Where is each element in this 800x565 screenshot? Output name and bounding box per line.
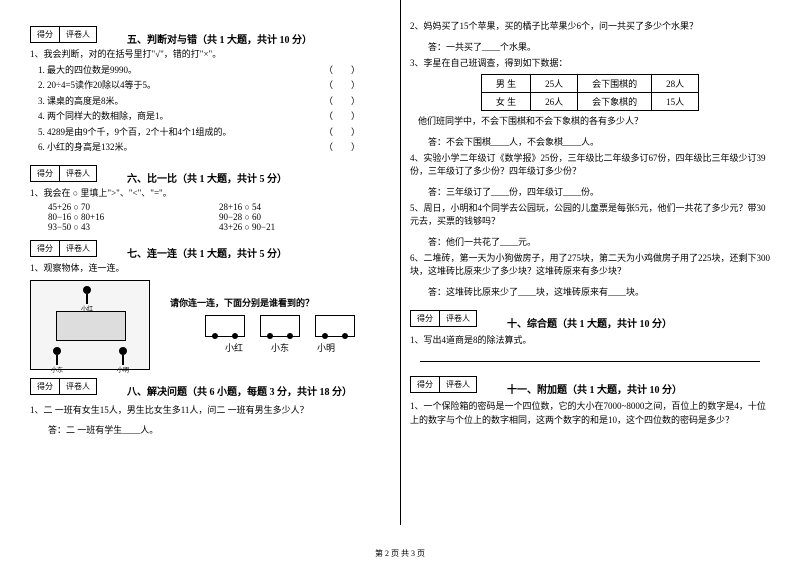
right-column: 2、妈妈买了15个苹果，买的橘子比苹果少6个，问一共买了多少个水果？ 答：一共买… (410, 18, 770, 440)
table-row: 男 生 25人 会下围棋的 28人 (481, 75, 698, 93)
sec5-item: 2. 20÷4=5读作20除以4等于5。（ ） (38, 79, 390, 93)
paren: （ ） (324, 126, 360, 140)
sec5-item: 3. 课桌的高度是8米。（ ） (38, 95, 390, 109)
section-8-title: 八、解决问题（共 6 小题，每题 3 分，共计 18 分） (127, 383, 352, 398)
paren: （ ） (324, 141, 360, 155)
person-left: 小东 (51, 347, 63, 367)
q3b: 他们班同学中，不会下围棋和不会下象棋的各有多少人？ (410, 115, 770, 129)
sec11-q: 1、一个保险箱的密码是一个四位数，它的大小在7000~8000之间，百位上的数字… (410, 400, 770, 427)
q2: 2、妈妈买了15个苹果，买的橘子比苹果少6个，问一共买了多少个水果？ (410, 20, 770, 34)
q3: 3、李星在自己班调查，得到如下数据： (410, 57, 770, 71)
bus-icon (56, 311, 126, 341)
section-5-title: 五、判断对与错（共 1 大题，共计 10 分） (127, 31, 312, 46)
paren: （ ） (324, 79, 360, 93)
bus-view-icon (315, 315, 355, 337)
section-7-title: 七、连一连（共 1 大题，共计 5 分） (127, 245, 287, 260)
bus-area: 小红 小东 小明 请你连一连，下面分别是谁看到的？ 小红 小东 小明 (30, 280, 390, 370)
score-label: 得分 (31, 27, 60, 42)
score-box-7: 得分 评卷人 (30, 240, 97, 257)
paren: （ ） (324, 95, 360, 109)
bus-scene: 小红 小东 小明 (30, 280, 150, 370)
q6: 6、二堆砖，第一天为小狗做房子，用了275块，第二天为小鸡做房子用了225块，还… (410, 252, 770, 279)
bus-names: 小红 小东 小明 (170, 341, 390, 354)
a3: 答：不会下围棋____人，不会象棋____人。 (410, 135, 770, 148)
score-box-6: 得分 评卷人 (30, 165, 97, 182)
reviewer-label: 评卷人 (60, 27, 96, 42)
section-6-title: 六、比一比（共 1 大题，共计 5 分） (127, 170, 287, 185)
a5: 答：他们一共花了____元。 (410, 235, 770, 248)
score-box-8: 得分 评卷人 (30, 378, 97, 395)
bus-views: 请你连一连，下面分别是谁看到的？ 小红 小东 小明 (170, 296, 390, 354)
q4: 4、实验小学二年级订《数学报》25份，三年级比二年级多订67份，四年级比三年级少… (410, 152, 770, 179)
answer-line (420, 361, 760, 362)
a4: 答：三年级订了____份，四年级订____份。 (410, 185, 770, 198)
sec5-item: 6. 小红的身高是132米。（ ） (38, 141, 390, 155)
sec5-item: 5. 4289是由9个千，9个百，2个十和4个1组成的。（ ） (38, 126, 390, 140)
score-box-11: 得分 评卷人 (410, 376, 477, 393)
a2: 答：一共买了____个水果。 (410, 40, 770, 53)
bus-view-icon (205, 315, 245, 337)
table-row: 女 生 26人 会下象棋的 15人 (481, 93, 698, 111)
section-10-title: 十、综合题（共 1 大题，共计 10 分） (507, 315, 672, 330)
bus-view-icon (260, 315, 300, 337)
score-box-5: 得分 评卷人 (30, 26, 97, 43)
column-divider (400, 0, 401, 525)
sec8-q1: 1、二 一班有女生15人，男生比女生多11人，问二 一班有男生多少人？ (30, 404, 390, 418)
sec10-q: 1、写出4道商是8的除法算式。 (410, 334, 770, 348)
sec5-item: 1. 最大的四位数是9990。（ ） (38, 64, 390, 78)
compare-row: 80−16 ○ 80+1690−28 ○ 60 (30, 212, 390, 222)
left-column: 得分 评卷人 五、判断对与错（共 1 大题，共计 10 分） 1、我会判断，对的… (30, 18, 390, 440)
sec8-a1: 答：二 一班有学生____人。 (30, 423, 390, 436)
sec6-intro: 1、我会在 ○ 里填上">"、"<"、"="。 (30, 187, 390, 201)
compare-row: 93−50 ○ 4343+26 ○ 90−21 (30, 222, 390, 232)
sec5-intro: 1、我会判断，对的在括号里打"√"，错的打"×"。 (30, 48, 390, 62)
q5: 5、周日，小明和4个同学去公园玩，公园的儿童票是每张5元，他们一共花了多少元？带… (410, 202, 770, 229)
bus-view-title: 请你连一连，下面分别是谁看到的？ (170, 296, 390, 309)
person-top: 小红 (81, 286, 93, 306)
a6: 答：这堆砖比原来少了____块，这堆砖原来有____块。 (410, 285, 770, 298)
compare-row: 45+26 ○ 7028+16 ○ 54 (30, 202, 390, 212)
paren: （ ） (324, 110, 360, 124)
section-11-title: 十一、附加题（共 1 大题，共计 10 分） (507, 381, 682, 396)
survey-table: 男 生 25人 会下围棋的 28人 女 生 26人 会下象棋的 15人 (481, 74, 699, 111)
score-box-10: 得分 评卷人 (410, 310, 477, 327)
person-right: 小明 (117, 347, 129, 367)
page-footer: 第 2 页 共 3 页 (0, 548, 800, 559)
sec7-intro: 1、观察物体，连一连。 (30, 262, 390, 276)
sec5-item: 4. 两个同样大的数相除，商是1。（ ） (38, 110, 390, 124)
paren: （ ） (324, 64, 360, 78)
